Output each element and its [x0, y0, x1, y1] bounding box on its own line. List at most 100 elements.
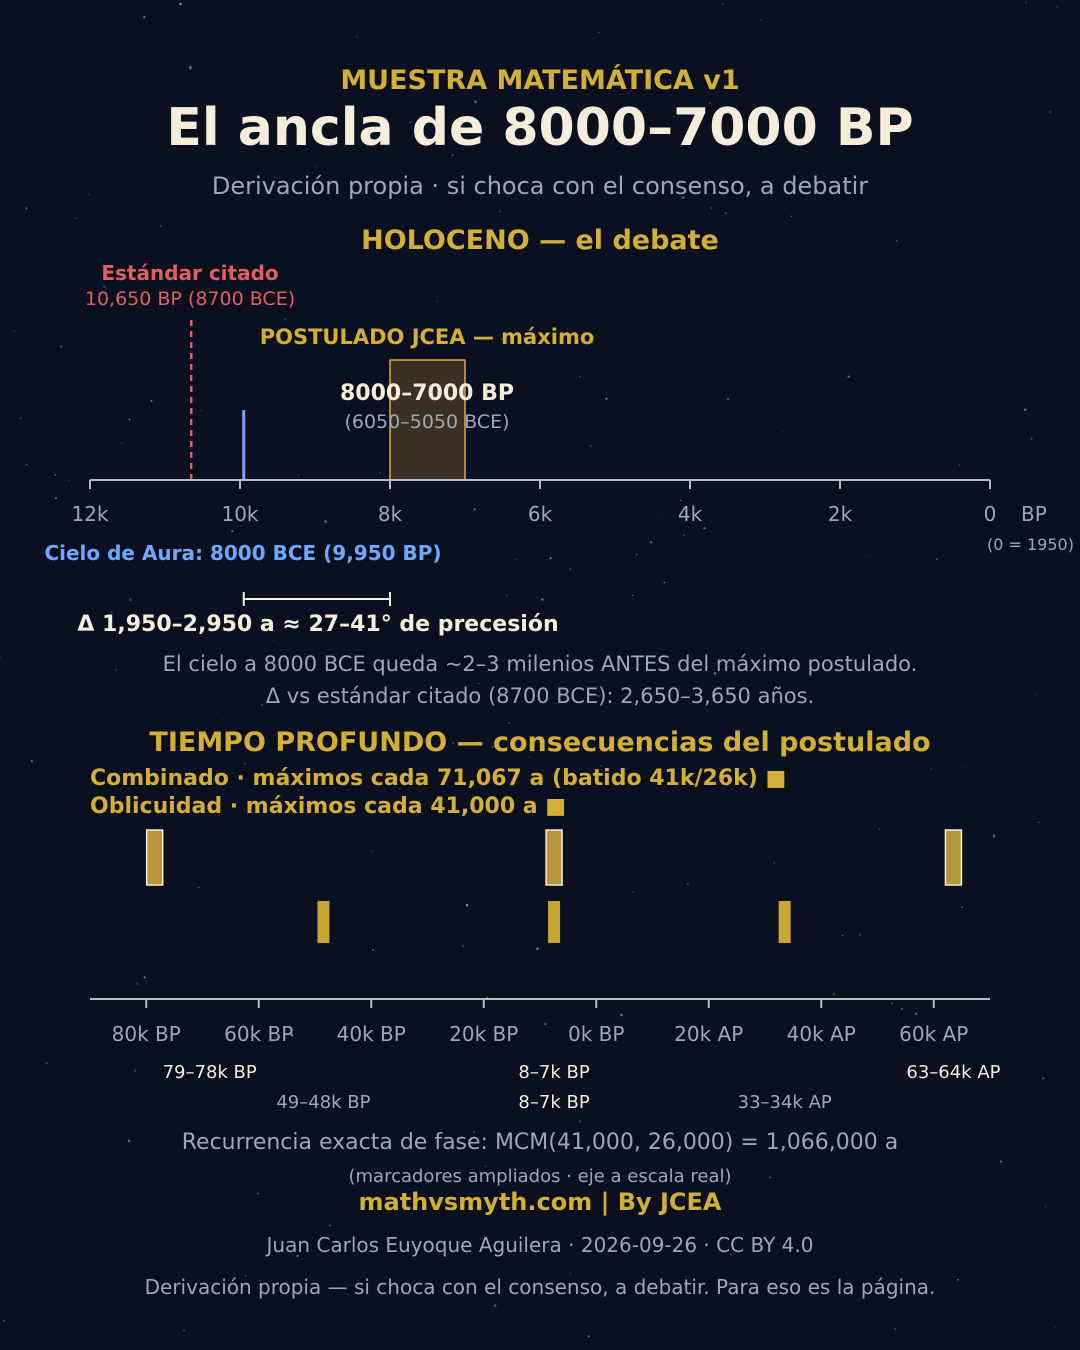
star [709, 102, 711, 105]
star [507, 721, 511, 725]
star [895, 239, 898, 242]
deep-time-heading: TIEMPO PROFUNDO — consecuencias del post… [149, 727, 930, 758]
star [709, 1179, 711, 1181]
star [353, 688, 355, 690]
star [451, 154, 454, 157]
star [847, 375, 850, 378]
star [297, 789, 300, 791]
deep-time-tick-label: 40k BP [337, 1022, 406, 1046]
deep-time-axis: 80k BP 60k BP 40k BP 20k BP 0k BP 20k AP 40k A… [90, 998, 990, 1046]
star [336, 1101, 339, 1104]
holocene-heading: HOLOCENO — el debate [361, 225, 719, 256]
star [179, 2, 182, 6]
star [284, 318, 287, 321]
star [87, 193, 89, 195]
star [127, 1139, 131, 1143]
star [315, 166, 318, 168]
star [600, 764, 602, 767]
star [515, 559, 517, 561]
scale-note: (marcadores ampliados · eje a escala rea… [348, 1166, 731, 1187]
star [287, 1290, 289, 1292]
star [121, 442, 123, 444]
star [159, 225, 162, 227]
combined-max-marker [944, 829, 963, 886]
star [1054, 1327, 1056, 1329]
star [730, 1253, 732, 1256]
star [680, 499, 682, 502]
star [782, 431, 784, 433]
star [500, 338, 504, 341]
star [356, 36, 358, 38]
star [54, 474, 56, 476]
star [114, 669, 117, 672]
star [569, 568, 572, 570]
holocene-tick-label: 4k [678, 502, 703, 526]
star [724, 212, 727, 215]
star [703, 527, 706, 530]
star [620, 1013, 623, 1017]
holocene-tick-label: 10k [221, 502, 258, 526]
star [726, 398, 730, 401]
star [587, 1335, 590, 1338]
star [790, 663, 792, 666]
star [463, 1242, 465, 1244]
deep-time-tick-label: 80k BP [112, 1022, 181, 1046]
star [296, 1254, 299, 1257]
star [145, 301, 148, 304]
star [324, 520, 327, 523]
star [143, 16, 146, 19]
page-title: El ancla de 8000–7000 BP [166, 98, 913, 158]
combined-max-marker [545, 829, 563, 886]
star [1030, 437, 1033, 440]
star [317, 1347, 319, 1349]
star [790, 215, 793, 217]
obliquity-max-marker [778, 901, 791, 943]
star [866, 555, 868, 557]
star [427, 1179, 430, 1182]
star [930, 768, 933, 770]
star [522, 337, 525, 340]
star [82, 1188, 84, 1191]
star [267, 651, 269, 653]
star [465, 903, 469, 907]
star [297, 475, 299, 477]
star [133, 1069, 137, 1073]
standard-value: 10,650 BP (8700 BCE) [85, 288, 295, 310]
star [658, 518, 660, 520]
star [136, 982, 139, 985]
combined-max-label: 63–64k AP [906, 1062, 1000, 1083]
star [150, 399, 153, 403]
star [650, 541, 653, 544]
star [388, 337, 390, 340]
star [578, 375, 581, 378]
star [722, 3, 724, 5]
star [992, 834, 996, 838]
combined-max-label: 79–78k BP [163, 1062, 257, 1083]
star [451, 741, 454, 745]
star [642, 192, 645, 195]
deep-time-tick-label: 0k BP [568, 1022, 624, 1046]
postulate-bce-label: (6050–5050 BCE) [344, 411, 509, 433]
star [532, 69, 535, 72]
star [635, 553, 638, 556]
starfield [0, 1, 1058, 1349]
star [673, 115, 675, 118]
star [632, 594, 634, 597]
star [1056, 6, 1058, 8]
star [1023, 408, 1027, 412]
delta-bracket [242, 592, 391, 606]
site-link[interactable]: mathvsmyth.com | By JCEA [358, 1188, 721, 1216]
star [290, 1033, 294, 1037]
star [958, 464, 961, 466]
star [19, 417, 22, 420]
star [181, 49, 183, 52]
star [30, 759, 33, 763]
obliquity-max-label: 33–34k AP [738, 1092, 832, 1113]
postulate-range-box [389, 359, 466, 481]
star [1041, 1076, 1045, 1080]
star [215, 711, 217, 714]
star [549, 557, 552, 560]
star [1035, 693, 1037, 696]
star [188, 66, 192, 69]
star [68, 479, 70, 481]
